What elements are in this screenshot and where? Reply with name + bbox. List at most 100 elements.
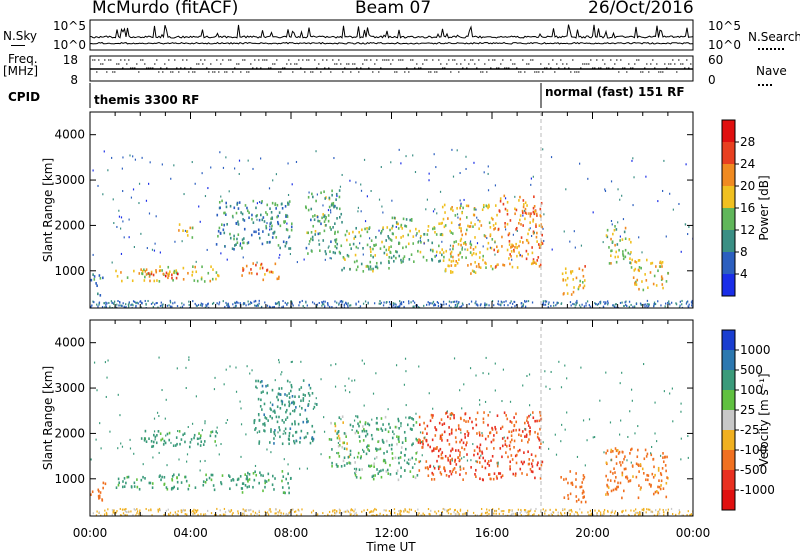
- heatmap-cell: [450, 260, 453, 263]
- heatmap-cell: [412, 242, 415, 245]
- velocity-colorbar-tick-label: 100: [740, 383, 763, 397]
- heatmap-cell: [263, 220, 266, 223]
- heatmap-speckle: [599, 511, 602, 514]
- heatmap-cell: [641, 467, 644, 471]
- heatmap-cell: [520, 434, 522, 437]
- heatmap-cell: [289, 412, 292, 416]
- heatmap-cell: [98, 494, 101, 498]
- heatmap-speckle: [413, 305, 415, 308]
- heatmap-cell: [280, 387, 283, 390]
- heatmap-cell: [439, 437, 442, 440]
- heatmap-speckle: [98, 511, 100, 514]
- heatmap-cell: [133, 485, 136, 488]
- velocity-colorbar-segment: [722, 490, 735, 510]
- heatmap-cell: [441, 248, 444, 251]
- heatmap-speckle: [104, 306, 106, 308]
- heatmap-scatter: [274, 379, 276, 382]
- heatmap-cell: [331, 189, 333, 193]
- heatmap-cell: [377, 440, 379, 444]
- heatmap-speckle: [447, 512, 450, 515]
- heatmap-scatter: [154, 242, 156, 245]
- heatmap-cell: [303, 436, 306, 440]
- heatmap-cell: [616, 449, 619, 452]
- heatmap-cell: [606, 228, 609, 232]
- heatmap-speckle: [507, 514, 509, 516]
- heatmap-speckle: [385, 509, 387, 512]
- heatmap-scatter: [130, 196, 133, 199]
- heatmap-speckle: [383, 509, 385, 512]
- heatmap-cell: [531, 470, 534, 474]
- heatmap-cell: [366, 264, 369, 268]
- heatmap-cell: [246, 209, 249, 213]
- heatmap-cell: [471, 269, 474, 273]
- heatmap-cell: [258, 440, 261, 443]
- heatmap-cell: [396, 442, 398, 446]
- heatmap-speckle: [161, 304, 163, 307]
- heatmap-cell: [487, 460, 490, 463]
- heatmap-speckle: [196, 509, 199, 512]
- heatmap-scatter: [291, 183, 293, 186]
- heatmap-speckle: [225, 301, 227, 304]
- heatmap-speckle: [568, 509, 570, 512]
- heatmap-cell: [461, 248, 463, 251]
- heatmap-cell: [239, 244, 242, 247]
- heatmap-cell: [385, 439, 388, 443]
- heatmap-cell: [311, 436, 314, 439]
- heatmap-scatter: [621, 194, 623, 197]
- heatmap-cell: [389, 473, 392, 476]
- heatmap-cell: [294, 395, 296, 399]
- heatmap-scatter: [582, 419, 585, 422]
- heatmap-speckle: [542, 508, 544, 511]
- heatmap-cell: [364, 421, 367, 424]
- heatmap-cell: [253, 230, 255, 234]
- heatmap-speckle: [634, 305, 636, 308]
- heatmap-speckle: [292, 304, 294, 307]
- heatmap-cell: [466, 248, 469, 252]
- heatmap-cell: [658, 485, 661, 489]
- heatmap-cell: [524, 428, 527, 431]
- heatmap-cell: [493, 227, 495, 231]
- heatmap-speckle: [136, 508, 138, 511]
- heatmap-scatter: [609, 421, 612, 424]
- heatmap-cell: [314, 233, 317, 236]
- heatmap-speckle: [306, 304, 308, 307]
- heatmap-speckle: [322, 303, 324, 306]
- heatmap-cell: [386, 450, 388, 453]
- heatmap-cell: [654, 490, 657, 494]
- heatmap-speckle: [486, 511, 488, 514]
- nsky-underline: [11, 45, 25, 46]
- heatmap-speckle: [556, 301, 558, 304]
- heatmap-speckle: [106, 302, 108, 305]
- heatmap-cell: [520, 460, 523, 464]
- heatmap-scatter: [425, 208, 427, 211]
- heatmap-cell: [258, 442, 260, 445]
- heatmap-scatter: [198, 437, 200, 440]
- heatmap-cell: [538, 437, 540, 440]
- heatmap-scatter: [463, 383, 465, 386]
- heatmap-scatter: [224, 245, 226, 248]
- heatmap-speckle: [628, 514, 631, 516]
- heatmap-cell: [453, 416, 455, 420]
- heatmap-speckle: [668, 300, 670, 303]
- heatmap-cell: [511, 245, 514, 248]
- heatmap-cell: [391, 457, 394, 460]
- heatmap-cell: [496, 414, 499, 418]
- heatmap-cell: [418, 438, 420, 441]
- heatmap-cell: [191, 273, 193, 277]
- heatmap-cell: [622, 254, 625, 258]
- heatmap-speckle: [508, 511, 510, 514]
- heatmap-scatter: [173, 164, 175, 167]
- heatmap-speckle: [428, 302, 431, 305]
- heatmap-scatter: [113, 222, 115, 225]
- heatmap-scatter: [339, 185, 342, 188]
- heatmap-cell: [235, 243, 237, 246]
- heatmap-cell: [448, 443, 451, 446]
- heatmap-speckle: [524, 509, 527, 512]
- heatmap-scatter: [239, 242, 242, 245]
- heatmap-cell: [205, 473, 207, 477]
- heatmap-cell: [652, 282, 655, 286]
- heatmap-scatter: [148, 182, 150, 185]
- heatmap-cell: [570, 481, 573, 485]
- heatmap-cell: [486, 247, 489, 251]
- heatmap-cell: [247, 480, 249, 483]
